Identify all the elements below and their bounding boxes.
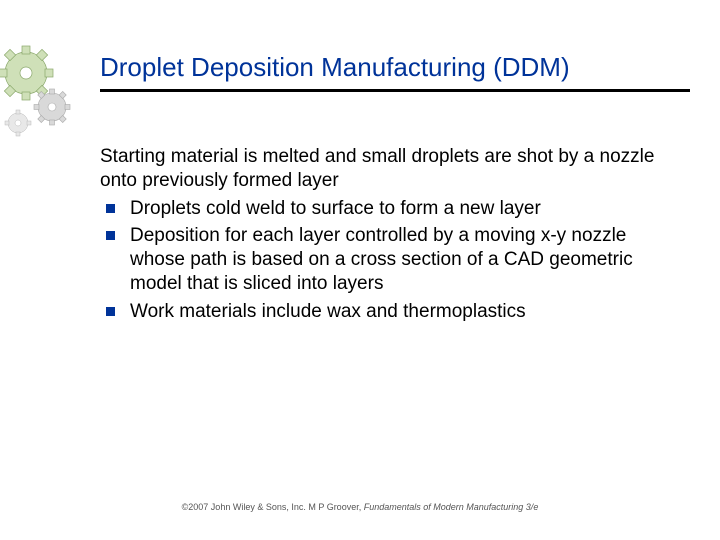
slide: Droplet Deposition Manufacturing (DDM) S… bbox=[0, 0, 720, 540]
list-item: Droplets cold weld to surface to form a … bbox=[100, 197, 670, 221]
list-item: Deposition for each layer controlled by … bbox=[100, 224, 670, 295]
footer: ©2007 John Wiley & Sons, Inc. M P Groove… bbox=[0, 502, 720, 512]
gear-decoration bbox=[0, 45, 75, 140]
bullet-list: Droplets cold weld to surface to form a … bbox=[100, 197, 670, 324]
footer-italic: Fundamentals of Modern Manufacturing 3/e bbox=[364, 502, 539, 512]
list-item: Work materials include wax and thermopla… bbox=[100, 300, 670, 324]
body-area: Starting material is melted and small dr… bbox=[100, 145, 670, 327]
title-area: Droplet Deposition Manufacturing (DDM) bbox=[100, 52, 690, 92]
footer-prefix: ©2007 John Wiley & Sons, Inc. M P Groove… bbox=[182, 502, 364, 512]
title-underline bbox=[100, 89, 690, 92]
intro-text: Starting material is melted and small dr… bbox=[100, 145, 670, 193]
slide-title: Droplet Deposition Manufacturing (DDM) bbox=[100, 52, 690, 83]
